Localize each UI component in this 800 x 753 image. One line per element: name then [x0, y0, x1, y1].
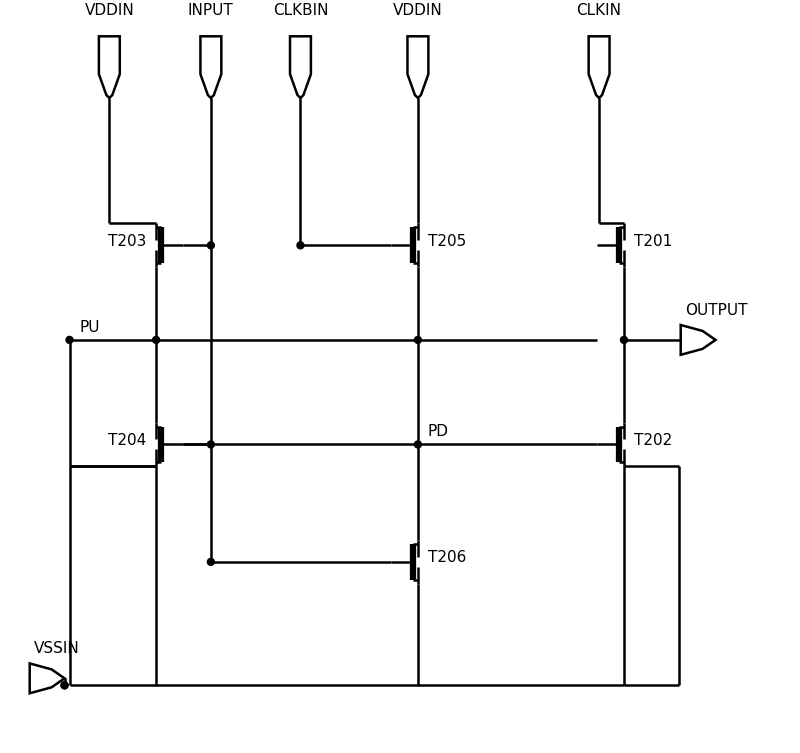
Circle shape	[207, 242, 214, 248]
Text: T204: T204	[108, 433, 146, 448]
Circle shape	[61, 681, 68, 689]
Circle shape	[297, 242, 304, 248]
Text: T201: T201	[634, 234, 672, 248]
Text: PD: PD	[428, 425, 449, 440]
Circle shape	[621, 337, 627, 343]
Circle shape	[153, 337, 160, 343]
Text: T203: T203	[108, 234, 146, 248]
Text: CLKBIN: CLKBIN	[273, 3, 328, 18]
Circle shape	[66, 337, 73, 343]
Text: VSSIN: VSSIN	[34, 642, 79, 657]
Text: INPUT: INPUT	[188, 3, 234, 18]
Text: T206: T206	[428, 550, 466, 566]
Circle shape	[414, 441, 422, 448]
Text: CLKIN: CLKIN	[577, 3, 622, 18]
Text: PU: PU	[79, 320, 100, 335]
Text: OUTPUT: OUTPUT	[685, 303, 747, 318]
Circle shape	[207, 559, 214, 566]
Text: T202: T202	[634, 433, 672, 448]
Circle shape	[414, 337, 422, 343]
Text: VDDIN: VDDIN	[393, 3, 442, 18]
Text: VDDIN: VDDIN	[85, 3, 134, 18]
Circle shape	[61, 681, 68, 689]
Text: T205: T205	[428, 234, 466, 248]
Circle shape	[207, 441, 214, 448]
